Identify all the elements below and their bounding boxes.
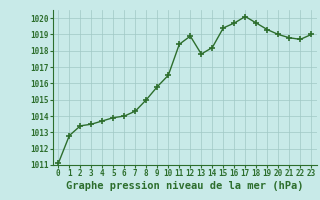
- X-axis label: Graphe pression niveau de la mer (hPa): Graphe pression niveau de la mer (hPa): [66, 181, 304, 191]
